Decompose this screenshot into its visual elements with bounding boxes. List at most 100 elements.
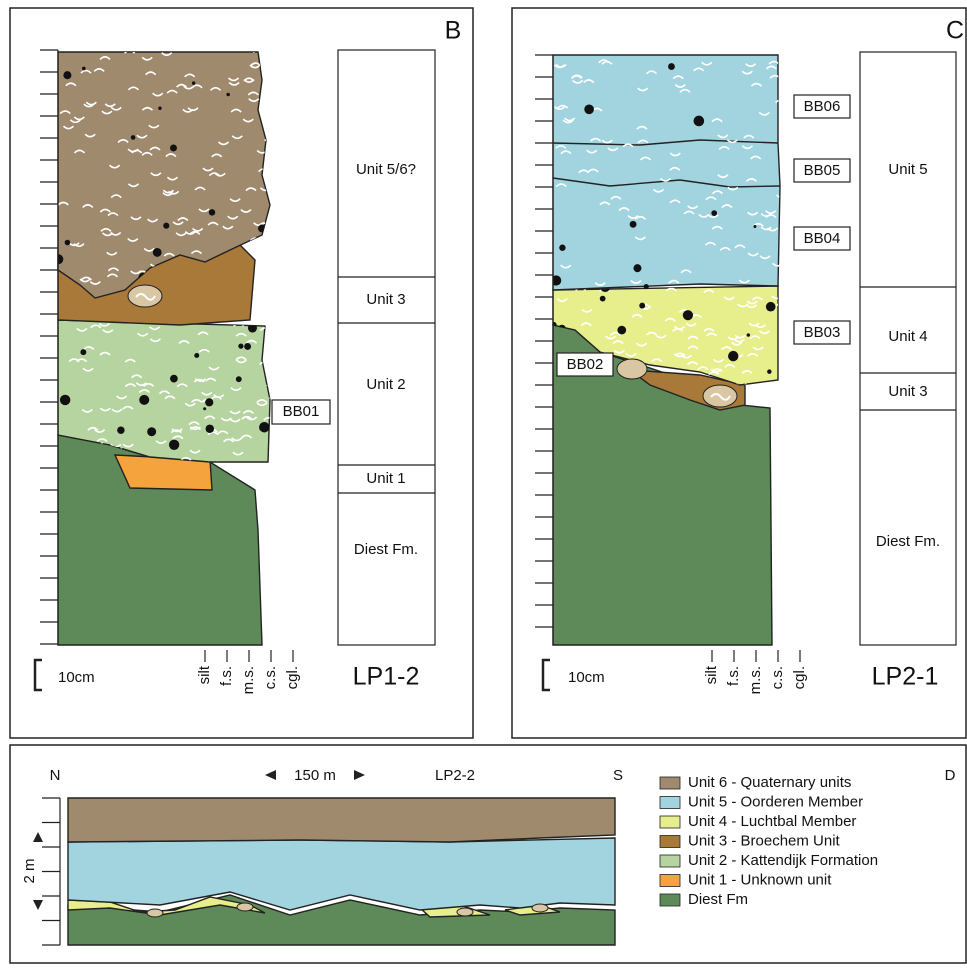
unit6-layer bbox=[68, 798, 615, 842]
pebble bbox=[639, 303, 645, 309]
pebble bbox=[694, 116, 705, 127]
grain-label: silt bbox=[703, 665, 720, 684]
texture-mark bbox=[776, 100, 786, 103]
texture-mark bbox=[259, 169, 269, 172]
pebble bbox=[644, 284, 649, 289]
sample-label: BB03 bbox=[804, 324, 841, 341]
pebble bbox=[169, 440, 179, 450]
legend-swatch bbox=[660, 777, 680, 789]
pebble bbox=[131, 135, 136, 140]
panel-letter: C bbox=[946, 17, 964, 45]
pebble bbox=[711, 210, 717, 216]
unit5-layer bbox=[553, 55, 780, 290]
shell bbox=[147, 909, 163, 917]
north-label: N bbox=[50, 767, 61, 784]
grain-label: f.s. bbox=[218, 666, 235, 686]
legend-swatch bbox=[660, 836, 680, 848]
grain-label: cgl. bbox=[284, 666, 301, 689]
texture-mark bbox=[261, 58, 271, 61]
pebble bbox=[117, 426, 124, 433]
pebble bbox=[163, 223, 169, 229]
texture-mark bbox=[260, 362, 270, 365]
legend-label: Unit 4 - Luchtbal Member bbox=[688, 813, 856, 830]
figure: B Unit 5/6? Unit 3 Unit 2 Unit 1 Diest F… bbox=[0, 0, 967, 971]
texture-mark bbox=[267, 385, 277, 388]
legend-swatch bbox=[660, 816, 680, 828]
grain-label: silt bbox=[196, 665, 213, 684]
texture-mark bbox=[777, 195, 787, 198]
pebble bbox=[194, 353, 199, 358]
pebble bbox=[80, 349, 86, 355]
unit-label: Unit 5 bbox=[888, 161, 927, 178]
sample-label: BB01 bbox=[283, 403, 320, 420]
pebble bbox=[766, 302, 776, 312]
unit5-layer bbox=[68, 838, 615, 910]
section-title: LP2-2 bbox=[435, 767, 475, 784]
pebble bbox=[158, 107, 161, 110]
pebble bbox=[683, 310, 693, 320]
scale-bracket bbox=[35, 660, 42, 690]
pebble bbox=[226, 93, 230, 97]
texture-mark bbox=[776, 304, 786, 307]
pebble bbox=[205, 398, 213, 406]
section-label: LP1-2 bbox=[353, 663, 420, 691]
legend-label: Unit 3 - Broechem Unit bbox=[688, 832, 841, 849]
distance-label: 150 m bbox=[294, 767, 336, 784]
pebble bbox=[244, 343, 251, 350]
pebble bbox=[668, 63, 675, 70]
pebble bbox=[767, 369, 771, 373]
south-label: S bbox=[613, 767, 623, 784]
grain-label: m.s. bbox=[747, 666, 764, 694]
unit-label: Unit 3 bbox=[366, 291, 405, 308]
pebble bbox=[153, 248, 162, 257]
panel-letter: D bbox=[945, 767, 956, 784]
pebble bbox=[753, 225, 756, 228]
unit-label: Diest Fm. bbox=[354, 541, 418, 558]
sample-label: BB04 bbox=[804, 230, 841, 247]
pebble bbox=[147, 427, 156, 436]
pebble bbox=[139, 395, 149, 405]
pebble bbox=[747, 333, 750, 336]
sample-label: BB02 bbox=[567, 356, 604, 373]
unit-column bbox=[860, 52, 956, 645]
texture-mark bbox=[269, 396, 279, 399]
pebble bbox=[63, 71, 71, 79]
legend-swatch bbox=[660, 797, 680, 809]
legend-label: Unit 1 - Unknown unit bbox=[688, 871, 832, 888]
scale-label: 10cm bbox=[58, 669, 95, 686]
legend-label: Unit 6 - Quaternary units bbox=[688, 774, 851, 791]
pebble bbox=[82, 67, 86, 71]
legend-swatch bbox=[660, 894, 680, 906]
unit-label: Unit 5/6? bbox=[356, 161, 416, 178]
texture-mark bbox=[260, 239, 270, 242]
pebble bbox=[209, 209, 215, 215]
pebble bbox=[236, 376, 242, 382]
scale-label: 10cm bbox=[568, 669, 605, 686]
pebble bbox=[192, 81, 195, 84]
pebble bbox=[600, 296, 606, 302]
section-label: LP2-1 bbox=[872, 663, 939, 691]
pebble bbox=[559, 245, 565, 251]
pebble bbox=[170, 375, 178, 383]
pebble bbox=[60, 395, 70, 405]
legend-label: Unit 5 - Oorderen Member bbox=[688, 793, 863, 810]
texture-mark bbox=[269, 323, 279, 326]
legend-label: Diest Fm bbox=[688, 891, 748, 908]
sample-label: BB06 bbox=[804, 98, 841, 115]
pebble bbox=[170, 144, 177, 151]
unit-label: Diest Fm. bbox=[876, 533, 940, 550]
pebble bbox=[238, 344, 243, 349]
pebble bbox=[633, 264, 641, 272]
pebble bbox=[728, 351, 738, 361]
scale-bracket bbox=[543, 660, 550, 690]
panel-letter: B bbox=[445, 17, 462, 45]
shell bbox=[237, 903, 253, 911]
pebble bbox=[617, 326, 626, 335]
legend-label: Unit 2 - Kattendijk Formation bbox=[688, 852, 878, 869]
unit-label: Unit 1 bbox=[366, 470, 405, 487]
height-label: 2 m bbox=[21, 858, 38, 883]
shell bbox=[617, 359, 647, 379]
unit-label: Unit 3 bbox=[888, 383, 927, 400]
texture-mark bbox=[259, 286, 269, 289]
pebble bbox=[203, 407, 206, 410]
